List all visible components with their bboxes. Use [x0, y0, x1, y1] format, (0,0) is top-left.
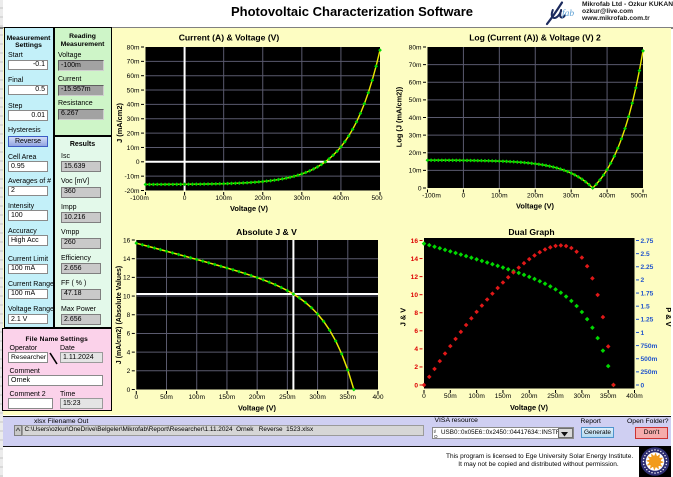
svg-text:12: 12: [123, 275, 131, 282]
svg-text:30m: 30m: [127, 116, 140, 123]
svg-text:6: 6: [127, 331, 131, 338]
svg-text:2: 2: [127, 368, 131, 375]
svg-text:80m: 80m: [409, 44, 422, 51]
svg-text:500m: 500m: [641, 356, 658, 363]
svg-text:50m: 50m: [127, 87, 140, 94]
svg-text:8: 8: [414, 310, 418, 317]
svg-text:300m: 300m: [563, 192, 580, 199]
svg-text:0: 0: [134, 394, 138, 401]
svg-text:0: 0: [418, 185, 422, 192]
svg-text:40m: 40m: [409, 115, 422, 122]
svg-text:Voltage (V): Voltage (V): [510, 403, 549, 412]
svg-text:200m: 200m: [521, 393, 538, 400]
svg-text:250m: 250m: [279, 394, 296, 401]
svg-text:J (mA/cm2): J (mA/cm2): [115, 103, 124, 143]
svg-text:2.5: 2.5: [641, 251, 650, 258]
svg-text:20m: 20m: [127, 130, 140, 137]
svg-text:1.75: 1.75: [641, 290, 654, 297]
svg-text:8: 8: [127, 312, 131, 319]
svg-text:30m: 30m: [409, 132, 422, 139]
svg-text:20m: 20m: [409, 150, 422, 157]
svg-text:10: 10: [411, 292, 419, 299]
svg-text:Voltage (V): Voltage (V): [516, 202, 555, 211]
svg-text:70m: 70m: [127, 59, 140, 66]
svg-text:Voltage (V): Voltage (V): [230, 204, 269, 213]
svg-text:16: 16: [123, 237, 131, 244]
svg-text:100m: 100m: [491, 192, 508, 199]
svg-text:10m: 10m: [127, 145, 140, 152]
svg-text:2.25: 2.25: [641, 264, 654, 271]
svg-text:60m: 60m: [409, 80, 422, 87]
svg-text:200m: 200m: [255, 195, 272, 202]
svg-text:Voltage (V): Voltage (V): [238, 404, 277, 413]
svg-text:350m: 350m: [600, 393, 617, 400]
svg-text:1.5: 1.5: [641, 303, 650, 310]
svg-text:16: 16: [411, 238, 419, 245]
svg-text:0: 0: [422, 393, 426, 400]
svg-text:10m: 10m: [409, 168, 422, 175]
svg-text:14: 14: [411, 256, 419, 263]
svg-text:6: 6: [414, 328, 418, 335]
svg-text:Dual Graph: Dual Graph: [508, 227, 554, 237]
svg-text:J & V: J & V: [399, 308, 408, 327]
svg-text:0: 0: [641, 382, 645, 389]
svg-text:4: 4: [414, 346, 418, 353]
svg-text:250m: 250m: [547, 393, 564, 400]
svg-text:50m: 50m: [160, 394, 173, 401]
svg-text:350m: 350m: [340, 394, 357, 401]
svg-text:60m: 60m: [127, 73, 140, 80]
svg-text:2: 2: [414, 364, 418, 371]
svg-text:400m: 400m: [626, 393, 643, 400]
svg-text:-100m: -100m: [422, 192, 441, 199]
svg-text:14: 14: [123, 256, 131, 263]
svg-text:50m: 50m: [444, 393, 457, 400]
svg-text:100m: 100m: [468, 393, 485, 400]
svg-text:2: 2: [641, 277, 645, 284]
svg-text:70m: 70m: [409, 62, 422, 69]
svg-text:500: 500: [371, 195, 382, 202]
svg-text:200m: 200m: [527, 192, 544, 199]
svg-text:-100m: -100m: [130, 195, 149, 202]
svg-text:12: 12: [411, 274, 419, 281]
svg-text:1: 1: [641, 330, 645, 337]
svg-text:40m: 40m: [127, 102, 140, 109]
svg-text:-10m: -10m: [124, 173, 140, 180]
svg-text:4: 4: [127, 349, 131, 356]
svg-text:400m: 400m: [599, 192, 616, 199]
svg-text:100m: 100m: [188, 394, 205, 401]
svg-text:300m: 300m: [574, 393, 591, 400]
svg-text:0: 0: [183, 195, 187, 202]
svg-text:0: 0: [127, 387, 131, 394]
svg-text:200m: 200m: [249, 394, 266, 401]
svg-text:2.75: 2.75: [641, 238, 654, 245]
svg-text:O: O: [434, 434, 438, 439]
svg-text:Current (A) & Voltage (V): Current (A) & Voltage (V): [179, 33, 280, 43]
svg-text:0: 0: [136, 159, 140, 166]
svg-text:I/: I/: [434, 429, 437, 434]
svg-text:750m: 750m: [641, 343, 658, 350]
svg-text:300m: 300m: [309, 394, 326, 401]
svg-text:Log (Current (A)) & Voltage (V: Log (Current (A)) & Voltage (V) 2: [469, 33, 601, 43]
svg-text:Absolute J & V: Absolute J & V: [236, 227, 297, 237]
svg-text:300m: 300m: [294, 195, 311, 202]
svg-text:0: 0: [414, 382, 418, 389]
svg-text:150m: 150m: [495, 393, 512, 400]
svg-text:fab: fab: [562, 8, 574, 19]
svg-text:50m: 50m: [409, 97, 422, 104]
svg-text:400m: 400m: [333, 195, 350, 202]
svg-text:100m: 100m: [215, 195, 232, 202]
svg-text:80m: 80m: [127, 44, 140, 51]
svg-text:-20m: -20m: [124, 188, 140, 195]
svg-text:10: 10: [123, 293, 131, 300]
svg-text:1.25: 1.25: [641, 317, 654, 324]
svg-text:250m: 250m: [641, 369, 658, 376]
svg-text:0: 0: [462, 192, 466, 199]
svg-text:P & V: P & V: [664, 307, 673, 326]
svg-text:400: 400: [372, 394, 383, 401]
svg-text:Log (J (mA/cm2)): Log (J (mA/cm2)): [395, 86, 404, 147]
svg-text:150m: 150m: [219, 394, 236, 401]
svg-text:J (mA/cm2) (Absolute Values): J (mA/cm2) (Absolute Values): [116, 266, 123, 364]
svg-text:500m: 500m: [631, 192, 648, 199]
